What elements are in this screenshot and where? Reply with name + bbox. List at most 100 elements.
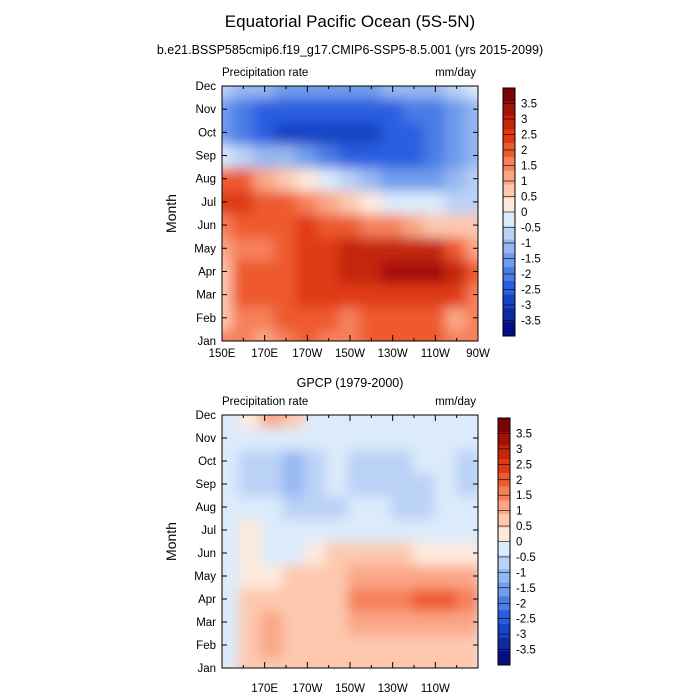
heatmap-cell: [222, 142, 234, 169]
heatmap-cell: [338, 235, 362, 261]
heatmap-cell: [359, 166, 383, 192]
heatmap-cells: [222, 86, 478, 341]
heatmap-cell: [423, 86, 447, 99]
heatmap-cell: [253, 189, 277, 215]
heatmap-cell: [238, 425, 263, 451]
heatmap-cell: [359, 258, 383, 285]
y-tick-label: Feb: [196, 313, 216, 325]
heatmap-cell: [445, 96, 469, 122]
heatmap-cell: [282, 517, 306, 543]
y-tick-label: Jan: [197, 663, 216, 675]
heatmap-cell: [317, 166, 341, 192]
heatmap-cell: [238, 517, 263, 543]
colorbar-label: -1: [516, 567, 526, 579]
heatmap-cell: [412, 655, 437, 668]
heatmap-cell: [317, 189, 341, 215]
colorbar-swatch: [503, 253, 515, 268]
heatmap-cell: [253, 86, 277, 99]
heatmap-cell: [238, 632, 263, 658]
heatmap-cell: [260, 448, 285, 474]
colorbar-swatch: [503, 170, 515, 185]
heatmap-cell: [260, 494, 285, 520]
heatmap-cell: [231, 328, 255, 341]
colorbar-swatch: [498, 582, 510, 597]
heatmap-cell: [381, 328, 405, 341]
y-tick-label: May: [194, 571, 216, 583]
colorbar-label: -3: [516, 629, 526, 641]
heatmap-cell: [456, 494, 478, 520]
heatmap-cell: [222, 328, 234, 341]
y-tick-label: Mar: [196, 617, 216, 629]
variable-label: Precipitation rate: [222, 396, 308, 408]
colorbar-swatch: [498, 431, 510, 446]
heatmap-cell: [282, 448, 306, 474]
heatmap-cell: [347, 517, 372, 543]
heatmap-cell: [347, 471, 372, 497]
colorbar-swatch: [498, 527, 510, 542]
heatmap-cell: [456, 415, 478, 428]
colorbar-swatch: [498, 651, 510, 666]
heatmap-cell: [231, 166, 255, 192]
heatmap-cell: [231, 235, 255, 261]
heatmap-cell: [381, 258, 405, 285]
heatmap-cell: [260, 425, 285, 451]
heatmap-cell: [456, 517, 478, 543]
heatmap-cell: [325, 448, 350, 474]
colorbar-label: 3.5: [516, 428, 532, 440]
heatmap-cell: [325, 415, 350, 428]
heatmap-cell: [381, 166, 405, 192]
heatmap-cell: [434, 471, 459, 497]
heatmap-cell: [359, 119, 383, 145]
heatmap-cell: [253, 282, 277, 308]
heatmap-cell: [222, 212, 234, 238]
heatmap-cell: [456, 425, 478, 451]
heatmap-cell: [238, 655, 263, 668]
heatmap-cell: [253, 212, 277, 238]
heatmap-cell: [466, 119, 478, 145]
heatmap-cell: [303, 632, 328, 658]
y-tick-label: Aug: [196, 174, 216, 186]
heatmap-cell: [359, 189, 383, 215]
heatmap-cell: [434, 425, 459, 451]
x-tick-label: 130W: [378, 348, 408, 360]
colorbar-swatch: [498, 418, 510, 433]
figure-title: Equatorial Pacific Ocean (5S-5N): [224, 12, 476, 31]
heatmap-cell: [402, 305, 426, 331]
x-tick-label: 110W: [421, 348, 450, 360]
colorbar-swatch: [498, 486, 510, 501]
heatmap-cell: [402, 86, 426, 99]
heatmap-cell: [222, 282, 234, 308]
x-tick-label: 150E: [209, 348, 236, 360]
y-tick-label: Dec: [196, 410, 217, 422]
colorbar-swatch: [503, 239, 515, 254]
colorbar-swatch: [498, 459, 510, 474]
heatmap-cell: [381, 142, 405, 169]
heatmap-cell: [445, 258, 469, 285]
heatmap-cell: [325, 517, 350, 543]
heatmap-cell: [423, 119, 447, 145]
heatmap-cell: [402, 235, 426, 261]
heatmap-cell: [222, 235, 234, 261]
heatmap-cell: [253, 119, 277, 145]
heatmap-cell: [423, 328, 447, 341]
heatmap-cell: [295, 189, 319, 215]
x-tick-label: 170E: [251, 683, 278, 695]
x-tick-label: 170W: [292, 683, 322, 695]
colorbar-label: -2.5: [516, 614, 536, 626]
heatmap-cell: [466, 212, 478, 238]
heatmap-cell: [434, 517, 459, 543]
heatmap-cell: [381, 119, 405, 145]
heatmap-cell: [359, 96, 383, 122]
colorbar-label: -3.5: [516, 645, 536, 657]
colorbar-swatch: [498, 500, 510, 515]
colorbar-swatch: [503, 129, 515, 144]
heatmap-cell: [253, 305, 277, 331]
heatmap-cell: [238, 609, 263, 635]
heatmap-cell: [347, 609, 372, 635]
heatmap-cell: [231, 212, 255, 238]
colorbar-label: 1: [516, 506, 522, 518]
heatmap-cell: [434, 563, 459, 589]
colorbar-label: -1.5: [516, 583, 536, 595]
heatmap-cell: [338, 142, 362, 169]
